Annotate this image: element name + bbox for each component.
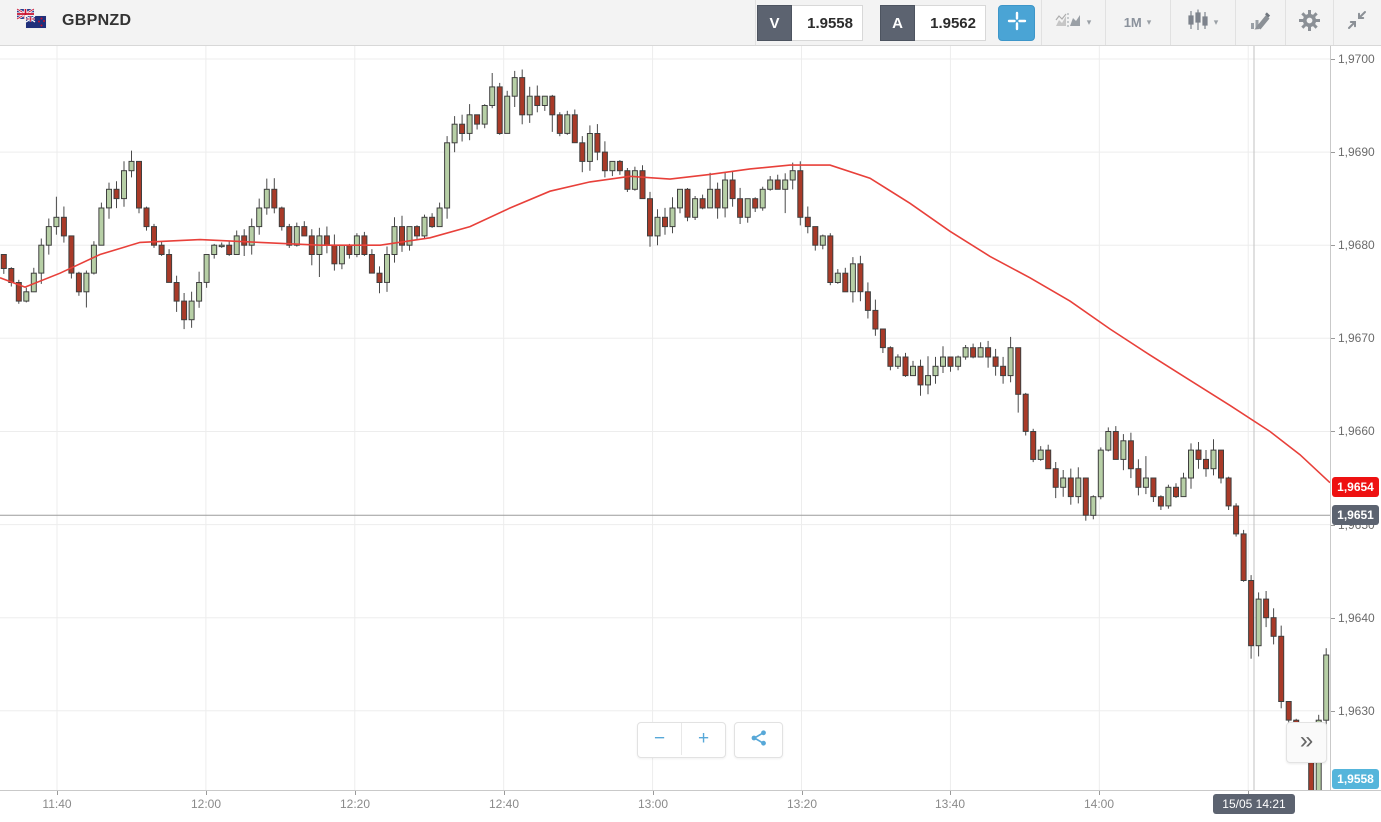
chevron-down-icon: ▾ (1086, 17, 1092, 27)
toolbar-divider (1105, 0, 1106, 45)
time-tick-mark (504, 791, 505, 795)
price-tick-label: 1,9700 (1338, 52, 1375, 66)
time-tick-mark (950, 791, 951, 795)
instrument-flag-icon (16, 7, 52, 33)
instrument-symbol: GBPNZD (62, 12, 132, 29)
price-tick-label: 1,9690 (1338, 145, 1375, 159)
sell-button[interactable]: V 1.9558 (757, 5, 863, 41)
toolbar: GBPNZD V 1.9558 A 1.9562 ▾ 1M (0, 0, 1381, 46)
buy-button[interactable]: A 1.9562 (880, 5, 986, 41)
sell-price-badge: 1,9558 (1332, 769, 1379, 789)
price-tick-mark (1331, 618, 1335, 619)
time-tick-mark (57, 791, 58, 795)
time-tick-label: 13:40 (934, 797, 966, 811)
toolbar-divider (1333, 0, 1334, 45)
share-button[interactable] (734, 722, 783, 758)
gear-icon (1298, 9, 1321, 37)
price-tick-mark (1331, 431, 1335, 432)
price-tick-mark (1331, 152, 1335, 153)
time-tick-label: 12:20 (339, 797, 371, 811)
time-tick-mark (206, 791, 207, 795)
time-tick-mark (1099, 791, 1100, 795)
sell-price: 1.9558 (792, 5, 863, 41)
toolbar-divider (1235, 0, 1236, 45)
zoom-out-button[interactable]: − (653, 728, 666, 749)
price-axis[interactable]: 1,9700 1,9690 1,9680 1,9670 1,9660 1,9650 1,96… (1330, 45, 1381, 790)
ma-price-badge: 1,9654 (1332, 477, 1379, 497)
crosshair-button[interactable] (998, 5, 1035, 41)
chart-area (0, 45, 1330, 790)
price-tick-label: 1,9630 (1338, 704, 1375, 718)
time-tick-mark (1248, 791, 1249, 795)
price-tick-mark (1331, 711, 1335, 712)
time-marker-badge: 15/05 14:21 (1213, 794, 1295, 814)
time-tick-mark (653, 791, 654, 795)
time-tick-label: 12:40 (488, 797, 520, 811)
time-tick-label: 14:00 (1083, 797, 1115, 811)
collapse-icon (1347, 10, 1367, 35)
toolbar-divider (1285, 0, 1286, 45)
pencil-icon (1249, 11, 1272, 35)
time-tick-label: 13:20 (786, 797, 818, 811)
price-tick-label: 1,9640 (1338, 611, 1375, 625)
toolbar-divider (1170, 0, 1171, 45)
price-tick-mark (1331, 59, 1335, 60)
chevron-down-icon: ▾ (1213, 17, 1219, 27)
crosshair-icon (1006, 10, 1028, 37)
price-tick-label: 1,9680 (1338, 238, 1375, 252)
timeframe-button[interactable]: 1M ▾ (1105, 0, 1170, 45)
drawing-tools-button[interactable] (1235, 0, 1285, 45)
price-tick-label: 1,9660 (1338, 424, 1375, 438)
mid-price-badge: 1,9651 (1332, 505, 1379, 525)
chart-compare-button[interactable]: ▾ (1041, 0, 1105, 45)
timeframe-label: 1M (1123, 15, 1142, 30)
collapse-chart-button[interactable] (1333, 0, 1381, 45)
expand-panel-button[interactable]: » (1286, 722, 1327, 763)
price-tick-mark (1331, 338, 1335, 339)
sell-label: V (757, 5, 792, 41)
price-tick-mark (1331, 525, 1335, 526)
compare-charts-icon (1055, 12, 1082, 34)
candlestick-icon (1187, 9, 1209, 36)
zoom-controls: − + (637, 722, 726, 758)
settings-button[interactable] (1285, 0, 1333, 45)
buy-label: A (880, 5, 915, 41)
buy-price: 1.9562 (915, 5, 986, 41)
time-axis[interactable]: 11:40 12:00 12:20 12:40 13:00 13:20 13:40 14:00… (0, 790, 1381, 822)
time-tick-label: 13:00 (637, 797, 669, 811)
time-tick-mark (355, 791, 356, 795)
toolbar-divider (755, 0, 756, 45)
price-tick-label: 1,9670 (1338, 331, 1375, 345)
time-tick-label: 11:40 (42, 797, 72, 811)
chevron-down-icon: ▾ (1146, 17, 1152, 27)
time-tick-label: 12:00 (190, 797, 222, 811)
toolbar-divider (1041, 0, 1042, 45)
price-tick-mark (1331, 245, 1335, 246)
zoom-in-button[interactable]: + (697, 728, 710, 749)
zoom-divider (681, 723, 682, 755)
candlestick-chart[interactable] (0, 45, 1330, 790)
share-icon (750, 729, 768, 752)
series-style-button[interactable]: ▾ (1170, 0, 1235, 45)
time-tick-mark (802, 791, 803, 795)
